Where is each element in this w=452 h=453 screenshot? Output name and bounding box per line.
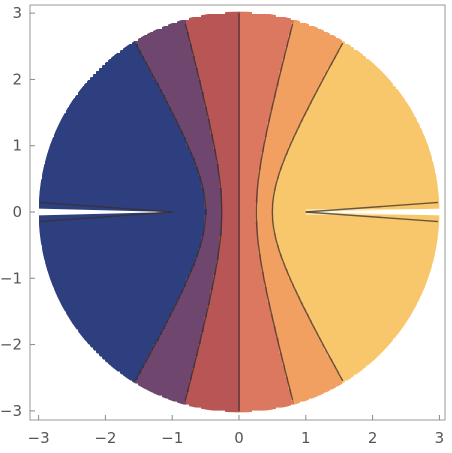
branch-cuts — [38, 208, 440, 216]
y-tick-label: 0 — [12, 203, 22, 221]
y-tick-label: 1 — [12, 137, 22, 155]
axes: −3 −2 −1 0 1 2 3 −3 −2 −1 0 1 2 3 — [0, 4, 446, 447]
contour-line-4 — [271, 42, 344, 382]
x-tick-label: 1 — [301, 429, 311, 447]
x-tick-label: −3 — [28, 429, 50, 447]
contour-wedge-0-1 — [39, 211, 173, 223]
y-tick-label: −1 — [0, 269, 22, 287]
x-tick-label: 2 — [368, 429, 378, 447]
x-tick-label: 0 — [234, 429, 244, 447]
y-tick-label: 2 — [12, 70, 22, 88]
contour-wedge-1-1 — [305, 211, 439, 223]
contour-line-0 — [134, 42, 207, 382]
x-tick-label: 3 — [435, 429, 445, 447]
y-tick-label: −3 — [0, 402, 22, 420]
x-tick-label: −1 — [161, 429, 183, 447]
contour-wedge-0-0 — [39, 201, 173, 213]
contour-line-3 — [255, 23, 294, 401]
y-tick-label: −2 — [0, 336, 22, 354]
branch-cut-right — [305, 208, 440, 216]
contour-line-1 — [184, 23, 223, 401]
x-tick-label: −2 — [94, 429, 116, 447]
contour-wedge-1-0 — [305, 201, 439, 213]
contour-lines — [39, 13, 439, 411]
y-tick-label: 3 — [12, 4, 22, 22]
branch-cut-left — [38, 208, 173, 216]
